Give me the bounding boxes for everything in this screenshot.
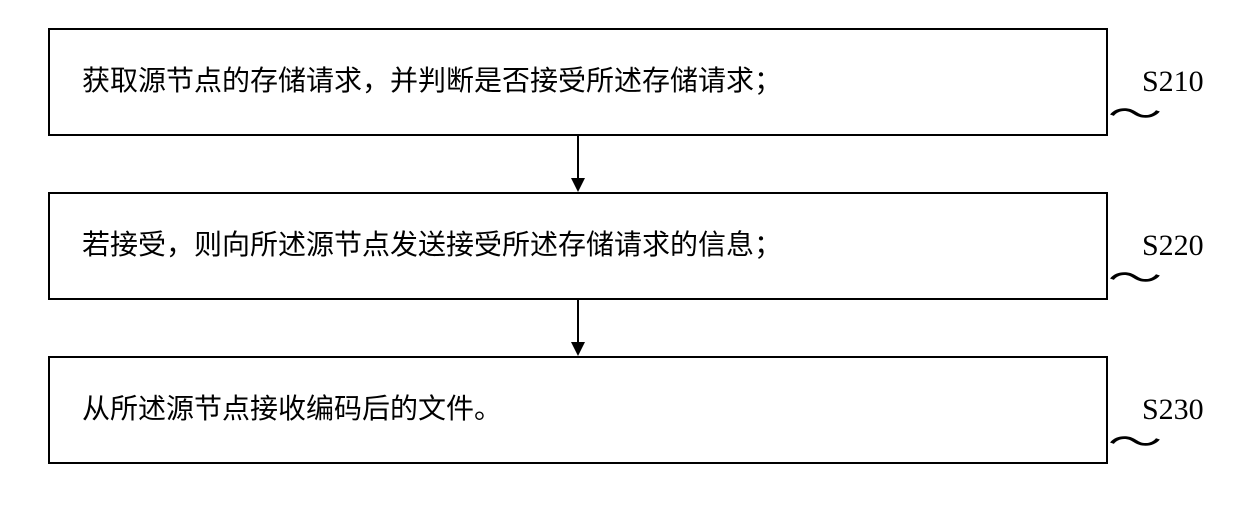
flowchart-container: 获取源节点的存储请求，并判断是否接受所述存储请求； 〜 S210 若接受，则向所… <box>0 0 1240 530</box>
connector-tilde-icon: 〜 <box>1108 251 1162 300</box>
arrow-down-icon <box>566 136 590 192</box>
step-text-s220: 若接受，则向所述源节点发送接受所述存储请求的信息； <box>82 226 782 265</box>
step-text-s210: 获取源节点的存储请求，并判断是否接受所述存储请求； <box>82 62 782 101</box>
step-box-s230: 从所述源节点接收编码后的文件。 <box>48 356 1108 464</box>
arrow-2 <box>48 300 1108 356</box>
step-label-s210: 〜 S210 <box>1142 65 1204 99</box>
step-row-1: 获取源节点的存储请求，并判断是否接受所述存储请求； 〜 S210 <box>0 28 1240 136</box>
step-label-s220: 〜 S220 <box>1142 229 1204 263</box>
arrow-1 <box>48 136 1108 192</box>
step-box-s220: 若接受，则向所述源节点发送接受所述存储请求的信息； <box>48 192 1108 300</box>
step-box-s210: 获取源节点的存储请求，并判断是否接受所述存储请求； <box>48 28 1108 136</box>
step-text-s230: 从所述源节点接收编码后的文件。 <box>82 390 502 429</box>
connector-tilde-icon: 〜 <box>1108 415 1162 464</box>
step-row-3: 从所述源节点接收编码后的文件。 〜 S230 <box>0 356 1240 464</box>
step-label-s230: 〜 S230 <box>1142 393 1204 427</box>
connector-tilde-icon: 〜 <box>1108 87 1162 136</box>
step-row-2: 若接受，则向所述源节点发送接受所述存储请求的信息； 〜 S220 <box>0 192 1240 300</box>
arrow-down-icon <box>566 300 590 356</box>
